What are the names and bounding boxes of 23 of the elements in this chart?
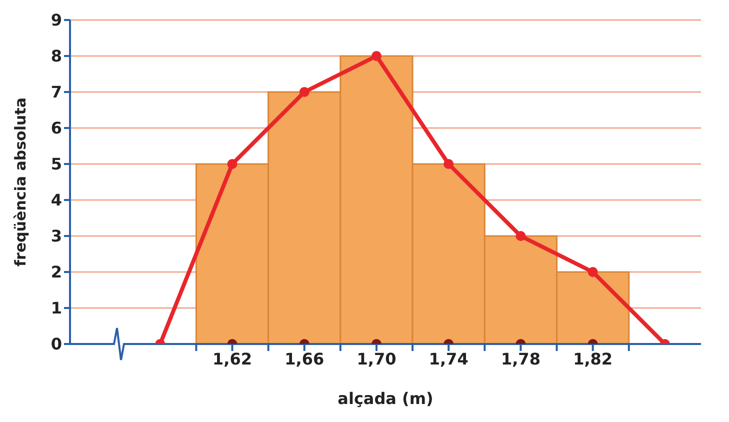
y-tick-label: 3 <box>50 226 62 246</box>
point <box>444 159 454 169</box>
x-tick-label: 1,78 <box>500 349 540 368</box>
x-tick-label: 1,74 <box>428 349 468 368</box>
x-tick-label: 1,62 <box>212 349 252 368</box>
y-tick-label: 6 <box>50 118 62 138</box>
point <box>516 231 526 241</box>
point <box>299 87 310 97</box>
x-axis-title: alçada (m) <box>338 389 434 408</box>
y-tick-label: 0 <box>50 334 62 354</box>
point <box>227 159 238 169</box>
y-tick-label: 4 <box>50 190 62 210</box>
x-tick-label: 1,66 <box>284 349 324 368</box>
y-tick-label: 1 <box>50 298 62 318</box>
x-tick-label: 1,70 <box>356 349 396 368</box>
x-tick-label: 1,82 <box>573 349 613 368</box>
y-tick-label: 8 <box>50 46 62 66</box>
y-axis-title: freqüència absoluta <box>11 98 30 266</box>
y-tick-label: 7 <box>50 82 62 102</box>
y-tick-label: 2 <box>50 262 62 282</box>
point <box>371 51 382 61</box>
y-tick-label: 5 <box>50 154 62 174</box>
y-tick-label: 9 <box>50 10 62 30</box>
